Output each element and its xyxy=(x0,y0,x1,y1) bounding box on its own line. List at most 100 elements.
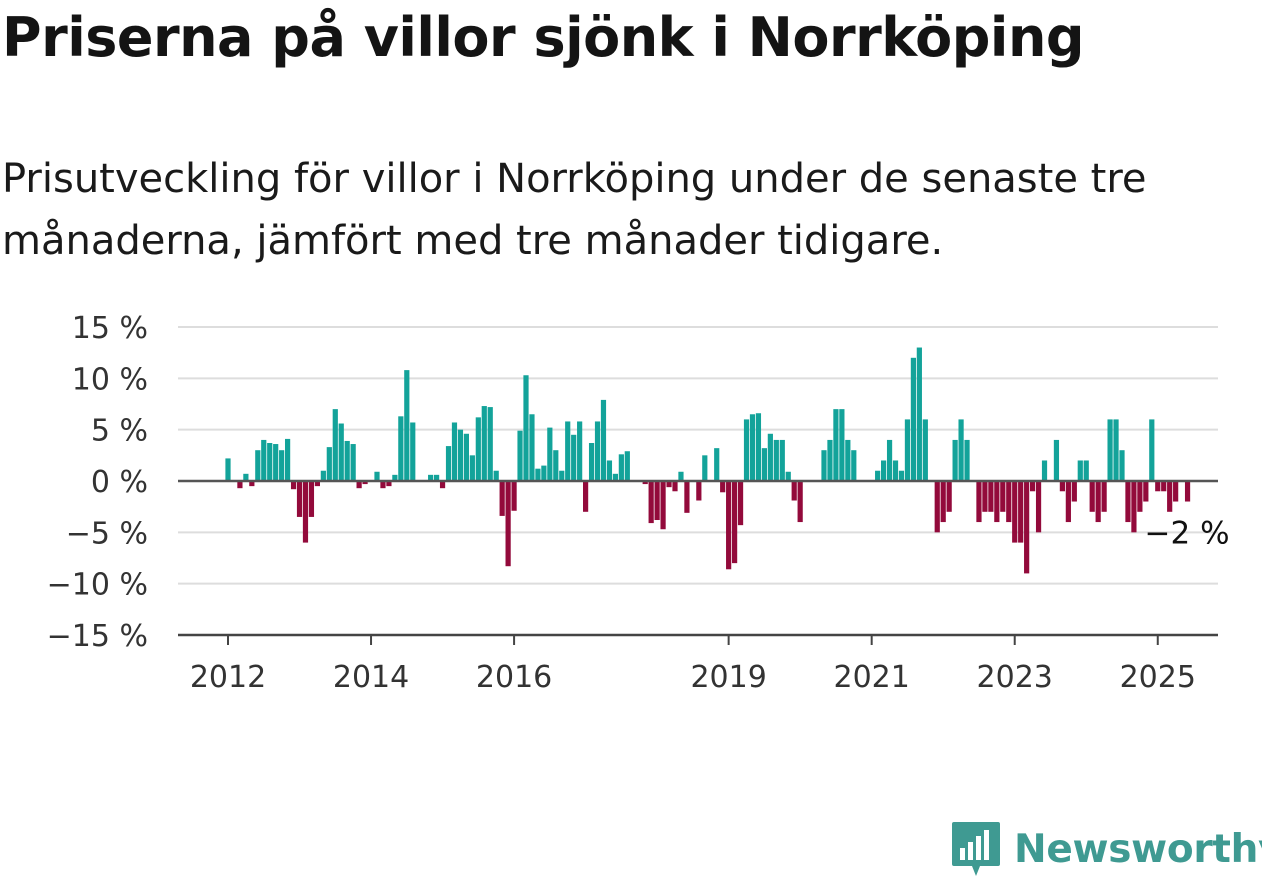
bar xyxy=(535,468,541,481)
bar xyxy=(720,481,726,493)
bar xyxy=(737,481,744,526)
bar xyxy=(1030,481,1036,492)
x-axis-ticks: 2012 2014 2016 2019 2021 2023 2025 xyxy=(190,635,1196,695)
bars xyxy=(225,347,1191,574)
bar xyxy=(1101,481,1107,512)
bar xyxy=(1161,481,1167,492)
bar xyxy=(511,481,517,511)
bar xyxy=(243,473,249,481)
bar xyxy=(398,416,404,481)
bar xyxy=(881,460,887,481)
bar xyxy=(773,439,779,481)
bar xyxy=(1089,481,1095,512)
bar xyxy=(541,465,547,481)
chart-title: Priserna på villor sjönk i Norrköping xyxy=(2,6,1085,69)
bar xyxy=(1041,460,1048,481)
bar xyxy=(469,455,475,481)
bar-chart: 15 %10 %5 %0 %−5 %−10 %−15 % 2012 2014 201… xyxy=(47,311,1230,695)
bar xyxy=(1167,481,1173,512)
bar xyxy=(648,481,654,524)
x-tick-label: 2021 xyxy=(834,660,910,695)
bar xyxy=(1083,460,1089,481)
chart-subtitle: Prisutveckling för villor i Norrköping u… xyxy=(2,156,1147,264)
bar xyxy=(517,430,523,481)
bar xyxy=(523,375,529,481)
bar xyxy=(1143,481,1149,502)
bar xyxy=(338,423,344,481)
bar xyxy=(702,455,708,481)
bar xyxy=(451,422,458,481)
bar xyxy=(1119,450,1125,481)
bar xyxy=(916,347,922,481)
bar xyxy=(761,448,767,481)
bar xyxy=(886,439,893,481)
bar xyxy=(892,460,899,481)
bar xyxy=(994,481,1000,523)
y-tick-label: 0 % xyxy=(91,465,148,500)
bar xyxy=(529,414,535,481)
bar xyxy=(934,481,940,533)
x-tick-label: 2019 xyxy=(690,660,766,695)
bar xyxy=(755,413,762,481)
bar xyxy=(237,481,243,489)
bar xyxy=(1077,460,1083,481)
bar xyxy=(499,481,505,516)
bar xyxy=(1125,481,1131,523)
bar xyxy=(624,451,630,481)
bar xyxy=(380,481,386,489)
bar xyxy=(660,481,666,530)
bar xyxy=(583,481,589,512)
bar xyxy=(946,481,952,512)
y-axis-ticks: 15 % 10 % 5 % 0 % −5 % −10 % −15 % xyxy=(47,311,148,654)
bar xyxy=(642,481,648,485)
bar xyxy=(255,450,261,481)
bar xyxy=(1155,481,1161,492)
bar xyxy=(428,474,434,481)
bar xyxy=(743,419,750,481)
bar xyxy=(672,481,678,492)
bar xyxy=(249,481,255,487)
bar xyxy=(487,407,493,481)
bar xyxy=(350,444,356,481)
bar xyxy=(714,448,720,481)
bar xyxy=(606,460,613,481)
y-tick-label: −10 % xyxy=(47,568,148,603)
bar xyxy=(726,481,732,570)
bar xyxy=(481,406,487,481)
bar xyxy=(505,481,511,567)
bar xyxy=(964,439,970,481)
bar xyxy=(285,438,291,481)
bar xyxy=(344,440,350,481)
bar xyxy=(326,447,332,481)
bar xyxy=(821,450,827,481)
brand-name: Newsworthy xyxy=(1014,826,1262,872)
bar xyxy=(845,439,851,481)
bar xyxy=(439,481,446,489)
bar xyxy=(749,414,756,481)
bar xyxy=(618,454,624,481)
bar xyxy=(267,443,273,481)
y-tick-label: 5 % xyxy=(91,414,148,449)
bar xyxy=(976,481,982,523)
bar xyxy=(457,429,464,481)
bar xyxy=(314,481,320,487)
x-tick-label: 2014 xyxy=(333,660,409,695)
bar xyxy=(1053,439,1060,481)
axes xyxy=(178,479,1218,637)
bar xyxy=(410,422,416,481)
bar xyxy=(988,481,994,512)
y-tick-label: −15 % xyxy=(47,619,148,654)
bar xyxy=(1137,481,1143,512)
bar xyxy=(612,473,618,481)
newsworthy-logo: Newsworthy xyxy=(950,818,1262,880)
bar xyxy=(791,481,797,501)
bar xyxy=(904,419,911,481)
bar xyxy=(565,421,571,481)
bar xyxy=(779,439,785,481)
bar xyxy=(559,470,565,481)
bar xyxy=(732,481,738,564)
bar xyxy=(785,471,791,481)
bar xyxy=(940,481,946,523)
bar xyxy=(320,470,326,481)
bar xyxy=(434,474,440,481)
